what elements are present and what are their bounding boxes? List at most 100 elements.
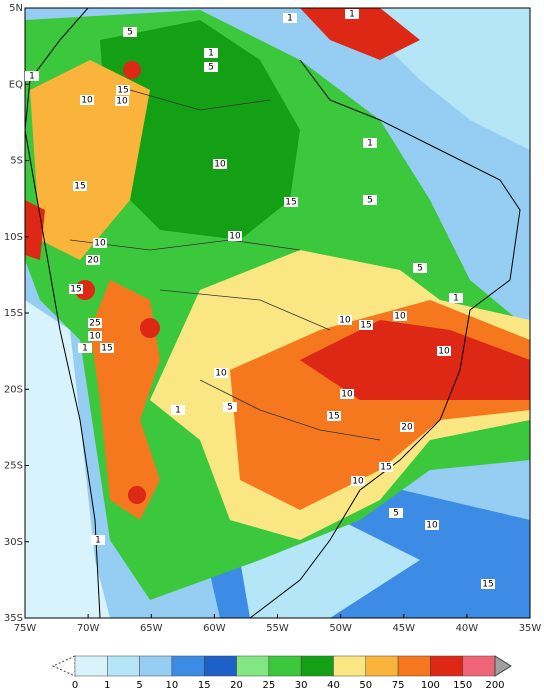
contour-label-bg bbox=[123, 27, 137, 37]
contour-label: 5 bbox=[367, 196, 373, 206]
contour-label: 10 bbox=[89, 332, 101, 342]
colorbar-swatch bbox=[430, 655, 463, 677]
contour-label-bg bbox=[283, 13, 297, 23]
contour-label-bg bbox=[425, 520, 439, 530]
contour-label-bg bbox=[214, 368, 228, 378]
colorbar-label: 75 bbox=[392, 680, 405, 691]
north-red bbox=[300, 8, 420, 60]
contour-label-bg bbox=[88, 318, 102, 328]
lon-label: 35W bbox=[519, 623, 542, 634]
contour-label: 15 bbox=[285, 198, 296, 208]
contour-label-bg bbox=[86, 255, 100, 265]
colorbar-swatch bbox=[236, 655, 270, 677]
borders bbox=[69, 89, 381, 441]
lat-label: 5N bbox=[9, 3, 23, 14]
coastline bbox=[25, 8, 521, 618]
lon-label: 65W bbox=[140, 623, 163, 634]
contour-label-bg bbox=[400, 422, 414, 432]
atlantic-north bbox=[380, 8, 530, 150]
contour-label-bg bbox=[345, 9, 359, 19]
colorbar-swatch bbox=[333, 655, 367, 677]
colorbar-label: 150 bbox=[453, 680, 472, 691]
colorbar-label: 25 bbox=[262, 680, 275, 691]
contour-label: 15 bbox=[74, 182, 85, 192]
colorbar-swatch bbox=[203, 655, 237, 677]
colorbar-under bbox=[51, 655, 76, 677]
colorbar-label: 50 bbox=[359, 680, 372, 691]
contour-label: 1 bbox=[95, 536, 101, 546]
contour-label-bg bbox=[73, 181, 87, 191]
colorbar-label: 100 bbox=[421, 680, 440, 691]
contour-label: 15 bbox=[101, 344, 112, 354]
contour-label: 15 bbox=[70, 285, 81, 295]
colorbar-swatch bbox=[462, 655, 496, 677]
contour-label: 1 bbox=[175, 406, 181, 416]
contour-label-bg bbox=[481, 579, 495, 589]
colorbar-swatch bbox=[397, 655, 431, 677]
colorbar-label: 1 bbox=[104, 680, 110, 691]
contour-label-bg bbox=[437, 346, 451, 356]
amazon-green bbox=[100, 20, 300, 240]
colorbar-swatch bbox=[74, 655, 108, 677]
colorbar-swatch bbox=[300, 655, 334, 677]
lat-label: 10S bbox=[4, 232, 23, 243]
contour-label-bg bbox=[93, 238, 107, 248]
colorbar-label: 10 bbox=[166, 680, 179, 691]
contour-label-bg bbox=[116, 85, 130, 95]
lat-label: 15S bbox=[4, 308, 23, 319]
lat-label: 5S bbox=[10, 156, 23, 167]
colorbar-label: 15 bbox=[198, 680, 211, 691]
colorbar-label: 0 bbox=[72, 680, 78, 691]
lon-label: 40W bbox=[456, 623, 479, 634]
precipitation-field bbox=[25, 8, 530, 618]
lon-label: 70W bbox=[77, 623, 100, 634]
colorbar-label: 200 bbox=[485, 680, 504, 691]
west-orange bbox=[30, 60, 150, 260]
contour-label: 15 bbox=[482, 580, 493, 590]
contour-label-bg bbox=[204, 62, 218, 72]
contour-label-bg bbox=[413, 263, 427, 273]
lat-label: 25S bbox=[4, 461, 23, 472]
contour-label-bg bbox=[69, 284, 83, 294]
contour-label: 5 bbox=[393, 509, 399, 519]
lon-label: 75W bbox=[14, 623, 37, 634]
contour-label: 1 bbox=[453, 294, 459, 304]
contour-label: 25 bbox=[89, 319, 100, 329]
contour-label-bg bbox=[363, 195, 377, 205]
contour-label-bg bbox=[379, 462, 393, 472]
contour-label: 10 bbox=[94, 239, 106, 249]
contour-label-bg bbox=[359, 320, 373, 330]
contour-label-bg bbox=[393, 311, 407, 321]
contour-label-bg bbox=[228, 231, 242, 241]
andes-orange bbox=[90, 280, 160, 520]
contour-label: 10 bbox=[341, 390, 353, 400]
lon-label: 50W bbox=[329, 623, 352, 634]
contour-label-bg bbox=[80, 95, 94, 105]
colorbar-label: 20 bbox=[230, 680, 243, 691]
contour-label: 15 bbox=[380, 463, 391, 473]
lon-label: 60W bbox=[203, 623, 226, 634]
contour-label-bg bbox=[389, 508, 403, 518]
colorbar: 0 1 5 10 15 20 25 30 40 50 75 100 150 200 bbox=[51, 655, 512, 691]
contour-label: 10 bbox=[116, 97, 128, 107]
contour-label: 10 bbox=[438, 347, 450, 357]
contour-label: 10 bbox=[81, 96, 93, 106]
contour-label-bg bbox=[25, 71, 39, 81]
contour-label: 10 bbox=[394, 312, 406, 322]
contour-label: 5 bbox=[227, 403, 233, 413]
contour-label-bg bbox=[100, 343, 114, 353]
contour-label: 15 bbox=[117, 86, 128, 96]
contour-label: 20 bbox=[87, 256, 99, 266]
sacz-red bbox=[300, 320, 530, 400]
contour-label-bg bbox=[213, 159, 227, 169]
contour-label-bg bbox=[363, 138, 377, 148]
lat-label: 30S bbox=[4, 537, 23, 548]
contour-label-bg bbox=[327, 411, 341, 421]
contour-label: 10 bbox=[339, 316, 351, 326]
lon-label: 45W bbox=[392, 623, 415, 634]
lat-label: 20S bbox=[4, 384, 23, 395]
colorbar-swatch bbox=[139, 655, 173, 677]
contour-label: 1 bbox=[208, 49, 214, 59]
